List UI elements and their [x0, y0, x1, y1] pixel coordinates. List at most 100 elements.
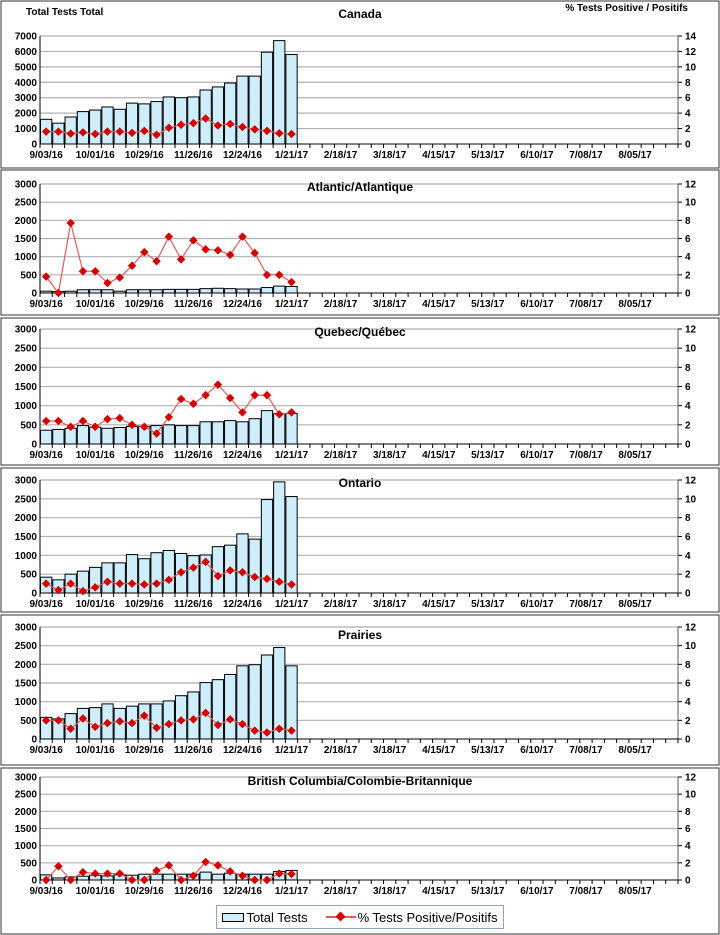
- right-tick-label: 2: [685, 420, 691, 431]
- bar-total-tests: [236, 665, 249, 740]
- point-pct-positive: [140, 126, 149, 136]
- x-tick-label: 10/29/16: [125, 886, 164, 897]
- left-tick-label: 2500: [15, 198, 38, 209]
- right-tick-label: 6: [685, 679, 691, 690]
- x-tick-label: 1/21/17: [275, 450, 309, 461]
- bar-total-tests: [211, 287, 225, 294]
- bar-total-tests: [162, 96, 175, 145]
- x-tick-label: 1/21/17: [275, 745, 309, 756]
- left-tick-label: 1000: [15, 124, 38, 135]
- bar-total-tests: [285, 285, 298, 294]
- point-pct-positive: [275, 577, 284, 586]
- x-tick-label: 9/03/16: [29, 745, 63, 756]
- right-tick-label: 0: [685, 289, 691, 300]
- x-tick-label: 10/29/16: [125, 450, 164, 461]
- bar-total-tests: [138, 103, 151, 145]
- bar-total-tests: [64, 290, 77, 294]
- bar-total-tests: [89, 289, 102, 294]
- bar-total-tests: [40, 429, 53, 445]
- right-tick-label: 12: [685, 623, 697, 634]
- bar-total-tests: [211, 679, 225, 740]
- left-tick-label: 2500: [15, 790, 38, 801]
- x-tick-label: 5/13/17: [471, 745, 505, 756]
- point-pct-positive: [127, 420, 137, 430]
- right-tick-label: 8: [685, 216, 691, 227]
- x-tick-label: 9/03/16: [29, 150, 63, 161]
- x-tick-label: 8/05/17: [618, 299, 652, 310]
- left-tick-label: 0: [31, 140, 37, 151]
- x-tick-label: 2/18/17: [324, 450, 358, 461]
- x-tick-label: 4/15/17: [422, 745, 456, 756]
- x-tick-label: 7/08/17: [569, 299, 603, 310]
- left-tick-label: 500: [20, 858, 37, 869]
- x-tick-label: 4/15/17: [422, 886, 456, 897]
- bar-total-tests: [211, 873, 225, 881]
- right-tick-label: 8: [685, 807, 691, 818]
- bar-total-tests: [150, 703, 163, 740]
- point-pct-positive: [262, 126, 272, 136]
- bar-total-tests: [187, 425, 200, 445]
- point-pct-positive: [275, 869, 284, 878]
- x-tick-label: 12/24/16: [223, 886, 262, 897]
- x-tick-label: 11/26/16: [174, 150, 213, 161]
- x-tick-label: 10/01/16: [76, 150, 115, 161]
- point-pct-positive: [78, 266, 88, 276]
- bar-total-tests: [248, 418, 261, 445]
- left-tick-label: 1500: [15, 382, 38, 393]
- point-pct-positive: [213, 246, 223, 255]
- legend-item-total-tests: Total Tests: [222, 910, 308, 925]
- left-tick-label: 3000: [15, 180, 38, 191]
- bar-total-tests: [248, 664, 261, 740]
- point-pct-positive: [287, 869, 296, 879]
- right-tick-label: 2: [685, 858, 691, 869]
- left-tick-label: 500: [20, 716, 37, 727]
- point-pct-positive: [275, 270, 284, 280]
- x-tick-label: 3/18/17: [373, 299, 407, 310]
- right-tick-label: 14: [685, 32, 697, 43]
- left-tick-label: 2500: [15, 344, 38, 355]
- left-tick-label: 1500: [15, 234, 38, 245]
- panel-title: Prairies: [338, 628, 382, 642]
- left-axis-header: Total Tests Total: [26, 7, 103, 18]
- bar-total-tests: [285, 665, 298, 740]
- left-tick-label: 0: [31, 876, 37, 887]
- left-tick-label: 2500: [15, 494, 38, 505]
- bar-total-tests: [138, 558, 151, 594]
- point-pct-positive: [127, 261, 137, 270]
- x-tick-label: 3/18/17: [373, 150, 407, 161]
- point-pct-positive: [115, 127, 124, 136]
- x-tick-label: 11/26/16: [174, 299, 213, 310]
- left-tick-label: 7000: [15, 32, 38, 43]
- x-tick-label: 2/18/17: [324, 150, 358, 161]
- point-pct-positive: [238, 122, 247, 132]
- x-tick-label: 12/24/16: [223, 150, 262, 161]
- x-tick-label: 12/24/16: [223, 745, 262, 756]
- x-tick-label: 10/01/16: [76, 886, 115, 897]
- left-tick-label: 500: [20, 420, 37, 431]
- x-tick-label: 11/26/16: [174, 886, 213, 897]
- right-tick-label: 10: [685, 198, 697, 209]
- left-tick-label: 2000: [15, 109, 38, 120]
- point-pct-positive: [54, 416, 63, 426]
- x-tick-label: 4/15/17: [422, 150, 456, 161]
- point-pct-positive: [164, 232, 174, 241]
- point-pct-positive: [66, 129, 75, 138]
- bar-total-tests: [125, 289, 139, 294]
- x-tick-label: 5/13/17: [471, 299, 505, 310]
- right-tick-label: 0: [685, 140, 691, 151]
- bar-total-tests: [236, 421, 249, 445]
- x-tick-label: 9/03/16: [29, 599, 63, 610]
- right-tick-label: 6: [685, 532, 691, 543]
- bar-total-tests: [248, 538, 261, 594]
- x-tick-label: 9/03/16: [29, 450, 63, 461]
- panel-border: [0, 767, 720, 935]
- bar-total-tests: [113, 290, 126, 294]
- left-tick-label: 0: [31, 735, 37, 746]
- bar-total-tests: [52, 428, 65, 445]
- x-tick-label: 1/21/17: [275, 150, 309, 161]
- x-tick-label: 6/10/17: [520, 450, 554, 461]
- x-tick-label: 2/18/17: [324, 599, 358, 610]
- left-tick-label: 2000: [15, 807, 38, 818]
- x-tick-label: 10/01/16: [76, 450, 115, 461]
- bar-total-tests: [187, 288, 200, 294]
